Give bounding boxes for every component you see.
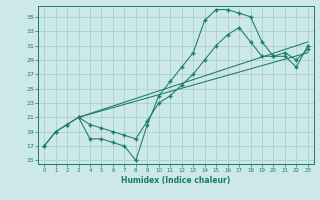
X-axis label: Humidex (Indice chaleur): Humidex (Indice chaleur) <box>121 176 231 185</box>
